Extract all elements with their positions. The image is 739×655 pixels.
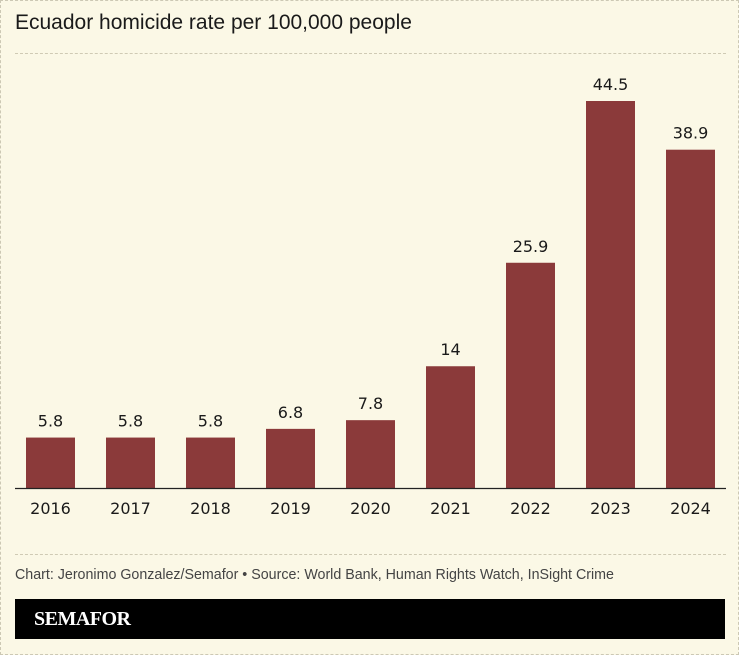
x-tick-label: 2019 — [270, 499, 311, 518]
x-tick-label: 2016 — [30, 499, 71, 518]
bar-2023 — [586, 101, 635, 488]
divider — [15, 554, 726, 555]
data-label: 14 — [440, 340, 460, 359]
x-tick-label: 2021 — [430, 499, 471, 518]
x-tick-label: 2022 — [510, 499, 551, 518]
data-label: 38.9 — [673, 124, 709, 143]
bar-2017 — [106, 437, 155, 488]
data-label: 5.8 — [118, 412, 143, 431]
chart-title: Ecuador homicide rate per 100,000 people — [15, 11, 412, 34]
bar-2020 — [346, 420, 395, 488]
bar-chart: 5.8 2016 5.8 2017 5.8 2018 6.8 2019 7.8 2020 14 202… — [15, 75, 726, 518]
x-tick-label: 2024 — [670, 499, 711, 518]
chart-credit: Chart: Jeronimo Gonzalez/Semafor • Sourc… — [15, 566, 614, 583]
x-tick-label: 2017 — [110, 499, 151, 518]
bar-2021 — [426, 366, 475, 488]
data-label: 44.5 — [593, 75, 629, 94]
data-label: 5.8 — [38, 412, 63, 431]
data-label: 5.8 — [198, 412, 223, 431]
bar-2019 — [266, 428, 315, 488]
bar-2022 — [506, 262, 555, 488]
x-tick-label: 2023 — [590, 499, 631, 518]
brand-bar: SEMAFOR — [15, 599, 725, 639]
semafor-logo: SEMAFOR — [34, 608, 131, 630]
data-label: 25.9 — [513, 237, 549, 256]
divider — [15, 53, 726, 54]
x-tick-label: 2018 — [190, 499, 231, 518]
bar-2024 — [666, 149, 715, 489]
x-tick-label: 2020 — [350, 499, 391, 518]
data-label: 7.8 — [358, 394, 383, 413]
data-label: 6.8 — [278, 403, 303, 422]
bar-2016 — [26, 437, 75, 488]
bar-2018 — [186, 437, 235, 488]
